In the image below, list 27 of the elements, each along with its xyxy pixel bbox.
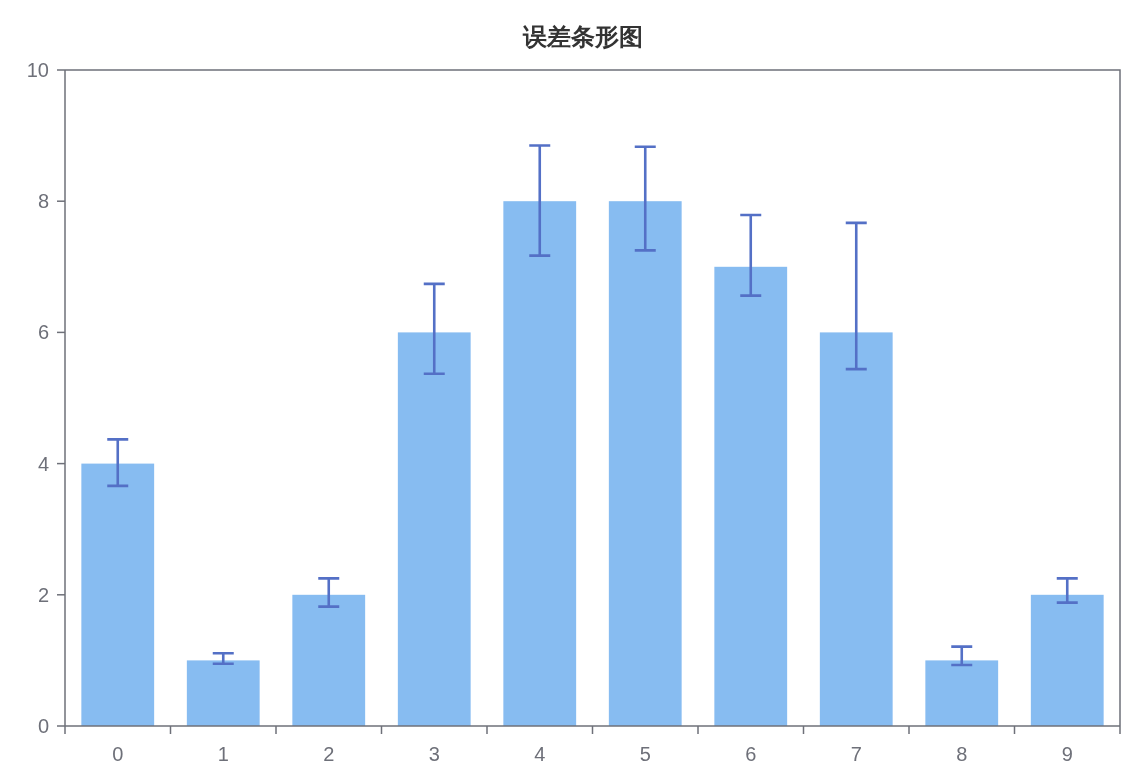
bar bbox=[1030, 594, 1104, 726]
x-tick-label: 1 bbox=[217, 743, 229, 765]
y-tick-label: 0 bbox=[37, 715, 49, 737]
y-tick-label: 4 bbox=[37, 452, 49, 475]
bar bbox=[608, 201, 682, 726]
y-tick-label: 6 bbox=[37, 321, 49, 344]
y-tick-label: 2 bbox=[37, 583, 49, 606]
x-tick-label: 9 bbox=[1061, 743, 1073, 765]
x-tick-label: 3 bbox=[428, 743, 440, 765]
x-tick-label: 4 bbox=[534, 743, 546, 765]
bar bbox=[292, 594, 366, 726]
x-tick-label: 8 bbox=[956, 743, 968, 765]
bar bbox=[81, 463, 155, 726]
bar bbox=[503, 201, 577, 726]
bar bbox=[819, 332, 893, 726]
chart-title: 误差条形图 bbox=[521, 23, 643, 50]
x-tick-label: 5 bbox=[639, 743, 651, 765]
y-tick-label: 10 bbox=[26, 59, 49, 81]
bar bbox=[186, 660, 260, 726]
x-tick-label: 7 bbox=[850, 743, 862, 765]
bar bbox=[925, 660, 999, 726]
bar bbox=[397, 332, 471, 726]
bar bbox=[714, 266, 788, 726]
y-tick-label: 8 bbox=[37, 190, 49, 213]
x-tick-label: 2 bbox=[323, 743, 335, 765]
x-tick-label: 0 bbox=[112, 743, 124, 765]
x-tick-label: 6 bbox=[745, 743, 757, 765]
